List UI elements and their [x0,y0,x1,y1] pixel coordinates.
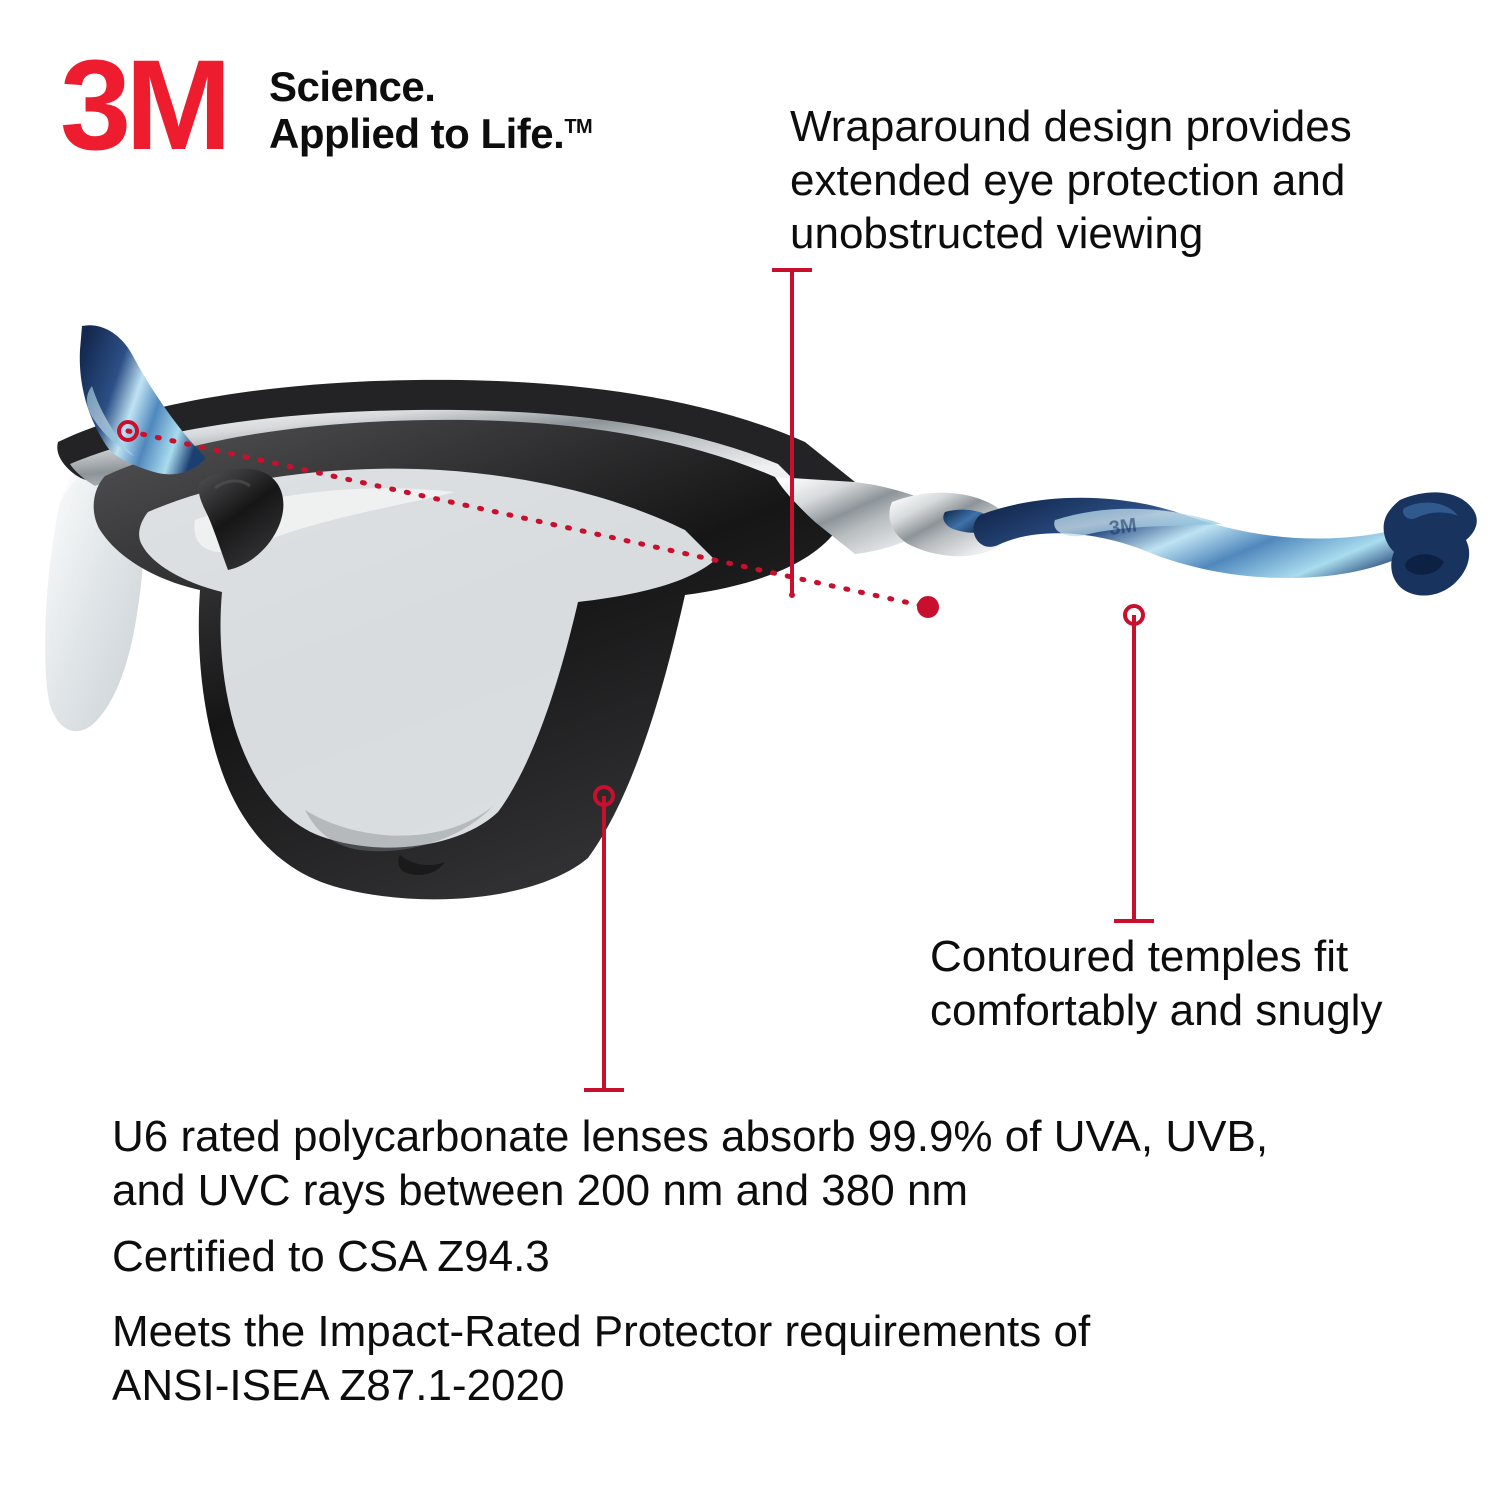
svg-text:3M: 3M [1108,514,1139,540]
